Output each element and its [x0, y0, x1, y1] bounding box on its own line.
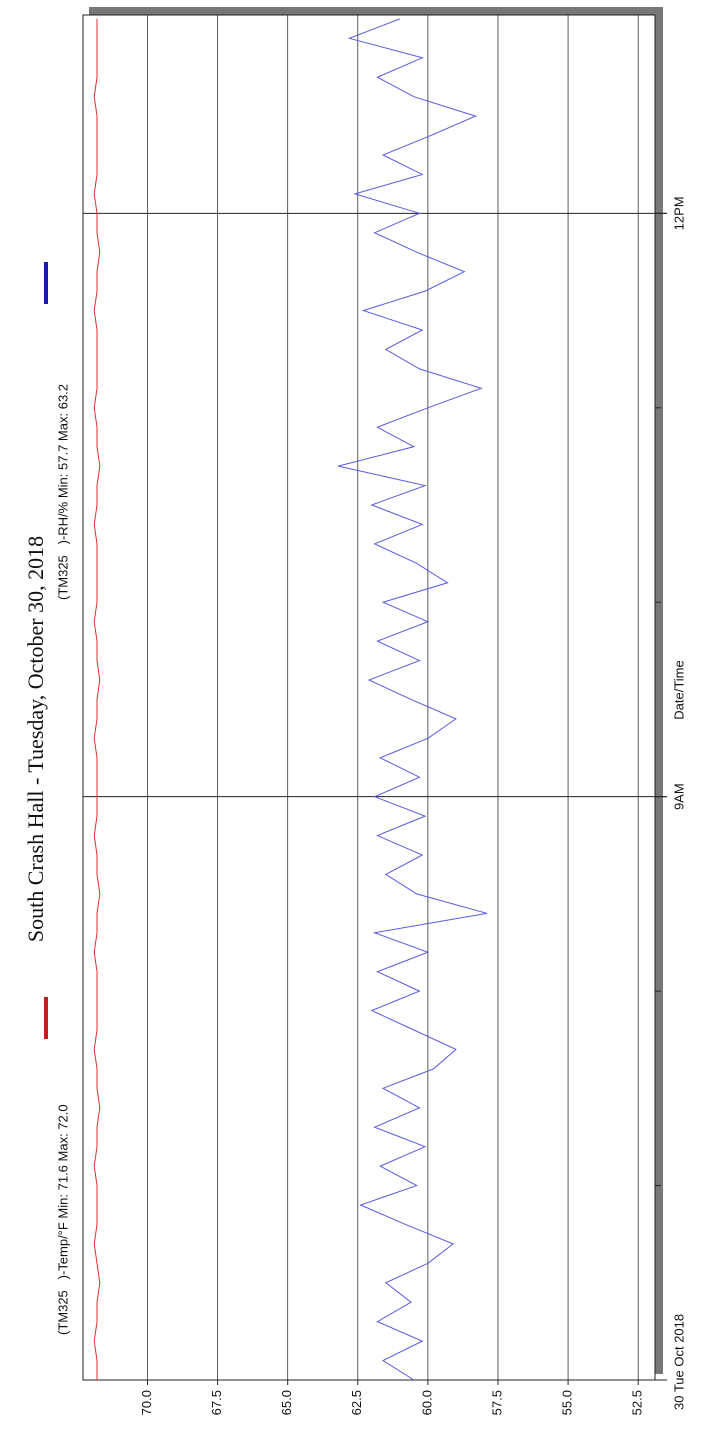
y-tick-label: 52.5 [630, 1390, 645, 1415]
y-tick-label: 55.0 [560, 1390, 575, 1415]
y-tick-label: 70.0 [139, 1390, 154, 1415]
x-tick-label: 12PM [671, 196, 686, 230]
y-tick-label: 67.5 [209, 1390, 224, 1415]
y-tick-label: 65.0 [279, 1390, 294, 1415]
x-tick-label: 30 Tue Oct 2018 [671, 1314, 686, 1410]
frame-shadow [89, 7, 663, 15]
legend-label: (TM325 )-RH/% Min: 57.7 Max: 63.2 [55, 384, 70, 600]
frame-shadow [655, 9, 663, 1374]
series-line [338, 18, 487, 1381]
rotated-chart: South Crash Hall - Tuesday, October 30, … [23, 7, 686, 1415]
x-tick-label: 9AM [671, 783, 686, 810]
series-line [93, 18, 101, 1380]
x-axis-label: Date/Time [671, 660, 686, 719]
legend-label: (TM325 )-Temp/°F Min: 71.6 Max: 72.0 [55, 1104, 70, 1335]
y-tick-label: 62.5 [349, 1390, 364, 1415]
y-tick-label: 57.5 [489, 1390, 504, 1415]
y-tick-label: 60.0 [419, 1390, 434, 1415]
chart-title: South Crash Hall - Tuesday, October 30, … [23, 536, 48, 942]
plot-area [82, 14, 656, 1381]
